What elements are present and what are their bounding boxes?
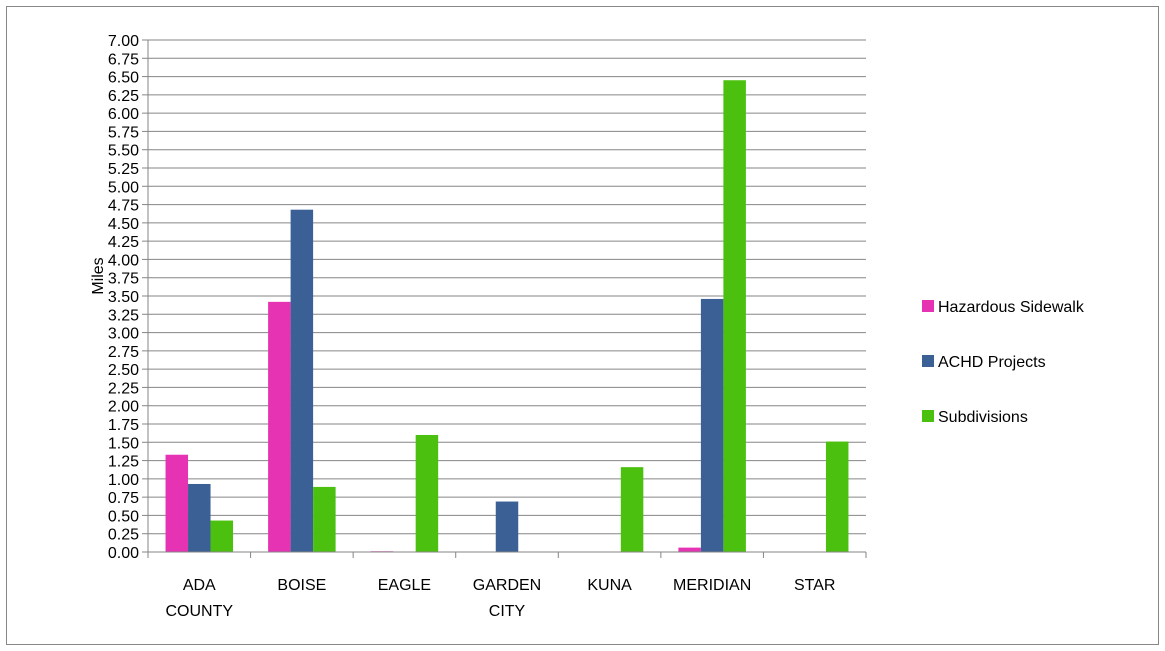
x-tick-label: MERIDIAN	[673, 577, 751, 594]
legend-label: ACHD Projects	[938, 354, 1046, 371]
y-tick-label: 0.25	[108, 527, 139, 544]
bars	[165, 80, 849, 553]
bar	[620, 467, 644, 552]
bar	[700, 298, 724, 552]
y-tick-label: 5.75	[108, 124, 139, 141]
bar	[415, 434, 439, 552]
legend: Hazardous Sidewalk ACHD Projects Subdivisi…	[922, 299, 1085, 426]
y-tick-label: 3.25	[108, 307, 139, 324]
y-tick-label: 7.00	[108, 33, 139, 50]
y-tick-label: 0.50	[108, 508, 139, 525]
x-tick-label: EAGLE	[378, 577, 431, 594]
y-tick-label: 6.75	[108, 51, 139, 68]
y-tick-label: 4.00	[108, 252, 139, 269]
bar	[290, 209, 314, 553]
y-tick-label: 6.00	[108, 106, 139, 123]
x-tick-labels: ADA COUNTY BOISE EAGLE GARDEN CITY KUNA MERIDIA…	[166, 577, 836, 620]
y-tick-label: 2.75	[108, 344, 139, 361]
gridlines	[142, 39, 866, 553]
y-axis-title: Miles	[90, 257, 107, 294]
legend-swatch	[922, 300, 934, 312]
y-tick-label: 1.75	[108, 417, 139, 434]
bar	[825, 441, 849, 552]
bar	[165, 454, 189, 552]
bar	[678, 547, 701, 552]
y-tick-label: 2.00	[108, 399, 139, 416]
bar	[268, 301, 291, 552]
y-tick-label: 2.25	[108, 380, 139, 397]
bar	[188, 483, 211, 552]
y-tick-label: 6.50	[108, 70, 139, 87]
y-tick-label: 4.25	[108, 234, 139, 251]
x-tick-label: KUNA	[587, 577, 632, 594]
y-tick-label: 1.50	[108, 435, 139, 452]
legend-swatch	[922, 355, 934, 367]
y-tick-label: 5.50	[108, 143, 139, 160]
bar	[210, 520, 234, 552]
y-tick-label: 5.00	[108, 179, 139, 196]
bar	[495, 501, 519, 552]
x-tick-label: BOISE	[277, 577, 326, 594]
y-tick-label: 1.00	[108, 472, 139, 489]
y-tick-label: 5.25	[108, 161, 139, 178]
y-tick-label: 4.75	[108, 198, 139, 215]
bar	[723, 80, 746, 552]
axes	[147, 40, 867, 558]
y-tick-label: 3.75	[108, 271, 139, 288]
x-tick-label: STAR	[794, 577, 835, 594]
y-tick-label: 0.75	[108, 490, 139, 507]
legend-swatch	[922, 410, 934, 422]
y-tick-label: 6.25	[108, 88, 139, 105]
bar	[313, 486, 336, 552]
y-tick-label: 2.50	[108, 362, 139, 379]
x-tick-label: GARDEN CITY	[473, 577, 541, 620]
y-tick-label: 3.00	[108, 326, 139, 343]
y-tick-label: 4.50	[108, 216, 139, 233]
y-tick-label: 0.00	[108, 545, 139, 562]
legend-label: Subdivisions	[938, 409, 1028, 426]
y-tick-label: 3.50	[108, 289, 139, 306]
x-tick-label: ADA COUNTY	[166, 577, 234, 620]
y-tick-labels: 0.000.25 0.500.751.001.25 1.501.752.00 2.25…	[108, 33, 139, 562]
y-tick-label: 1.25	[108, 454, 139, 471]
legend-label: Hazardous Sidewalk	[938, 299, 1085, 316]
